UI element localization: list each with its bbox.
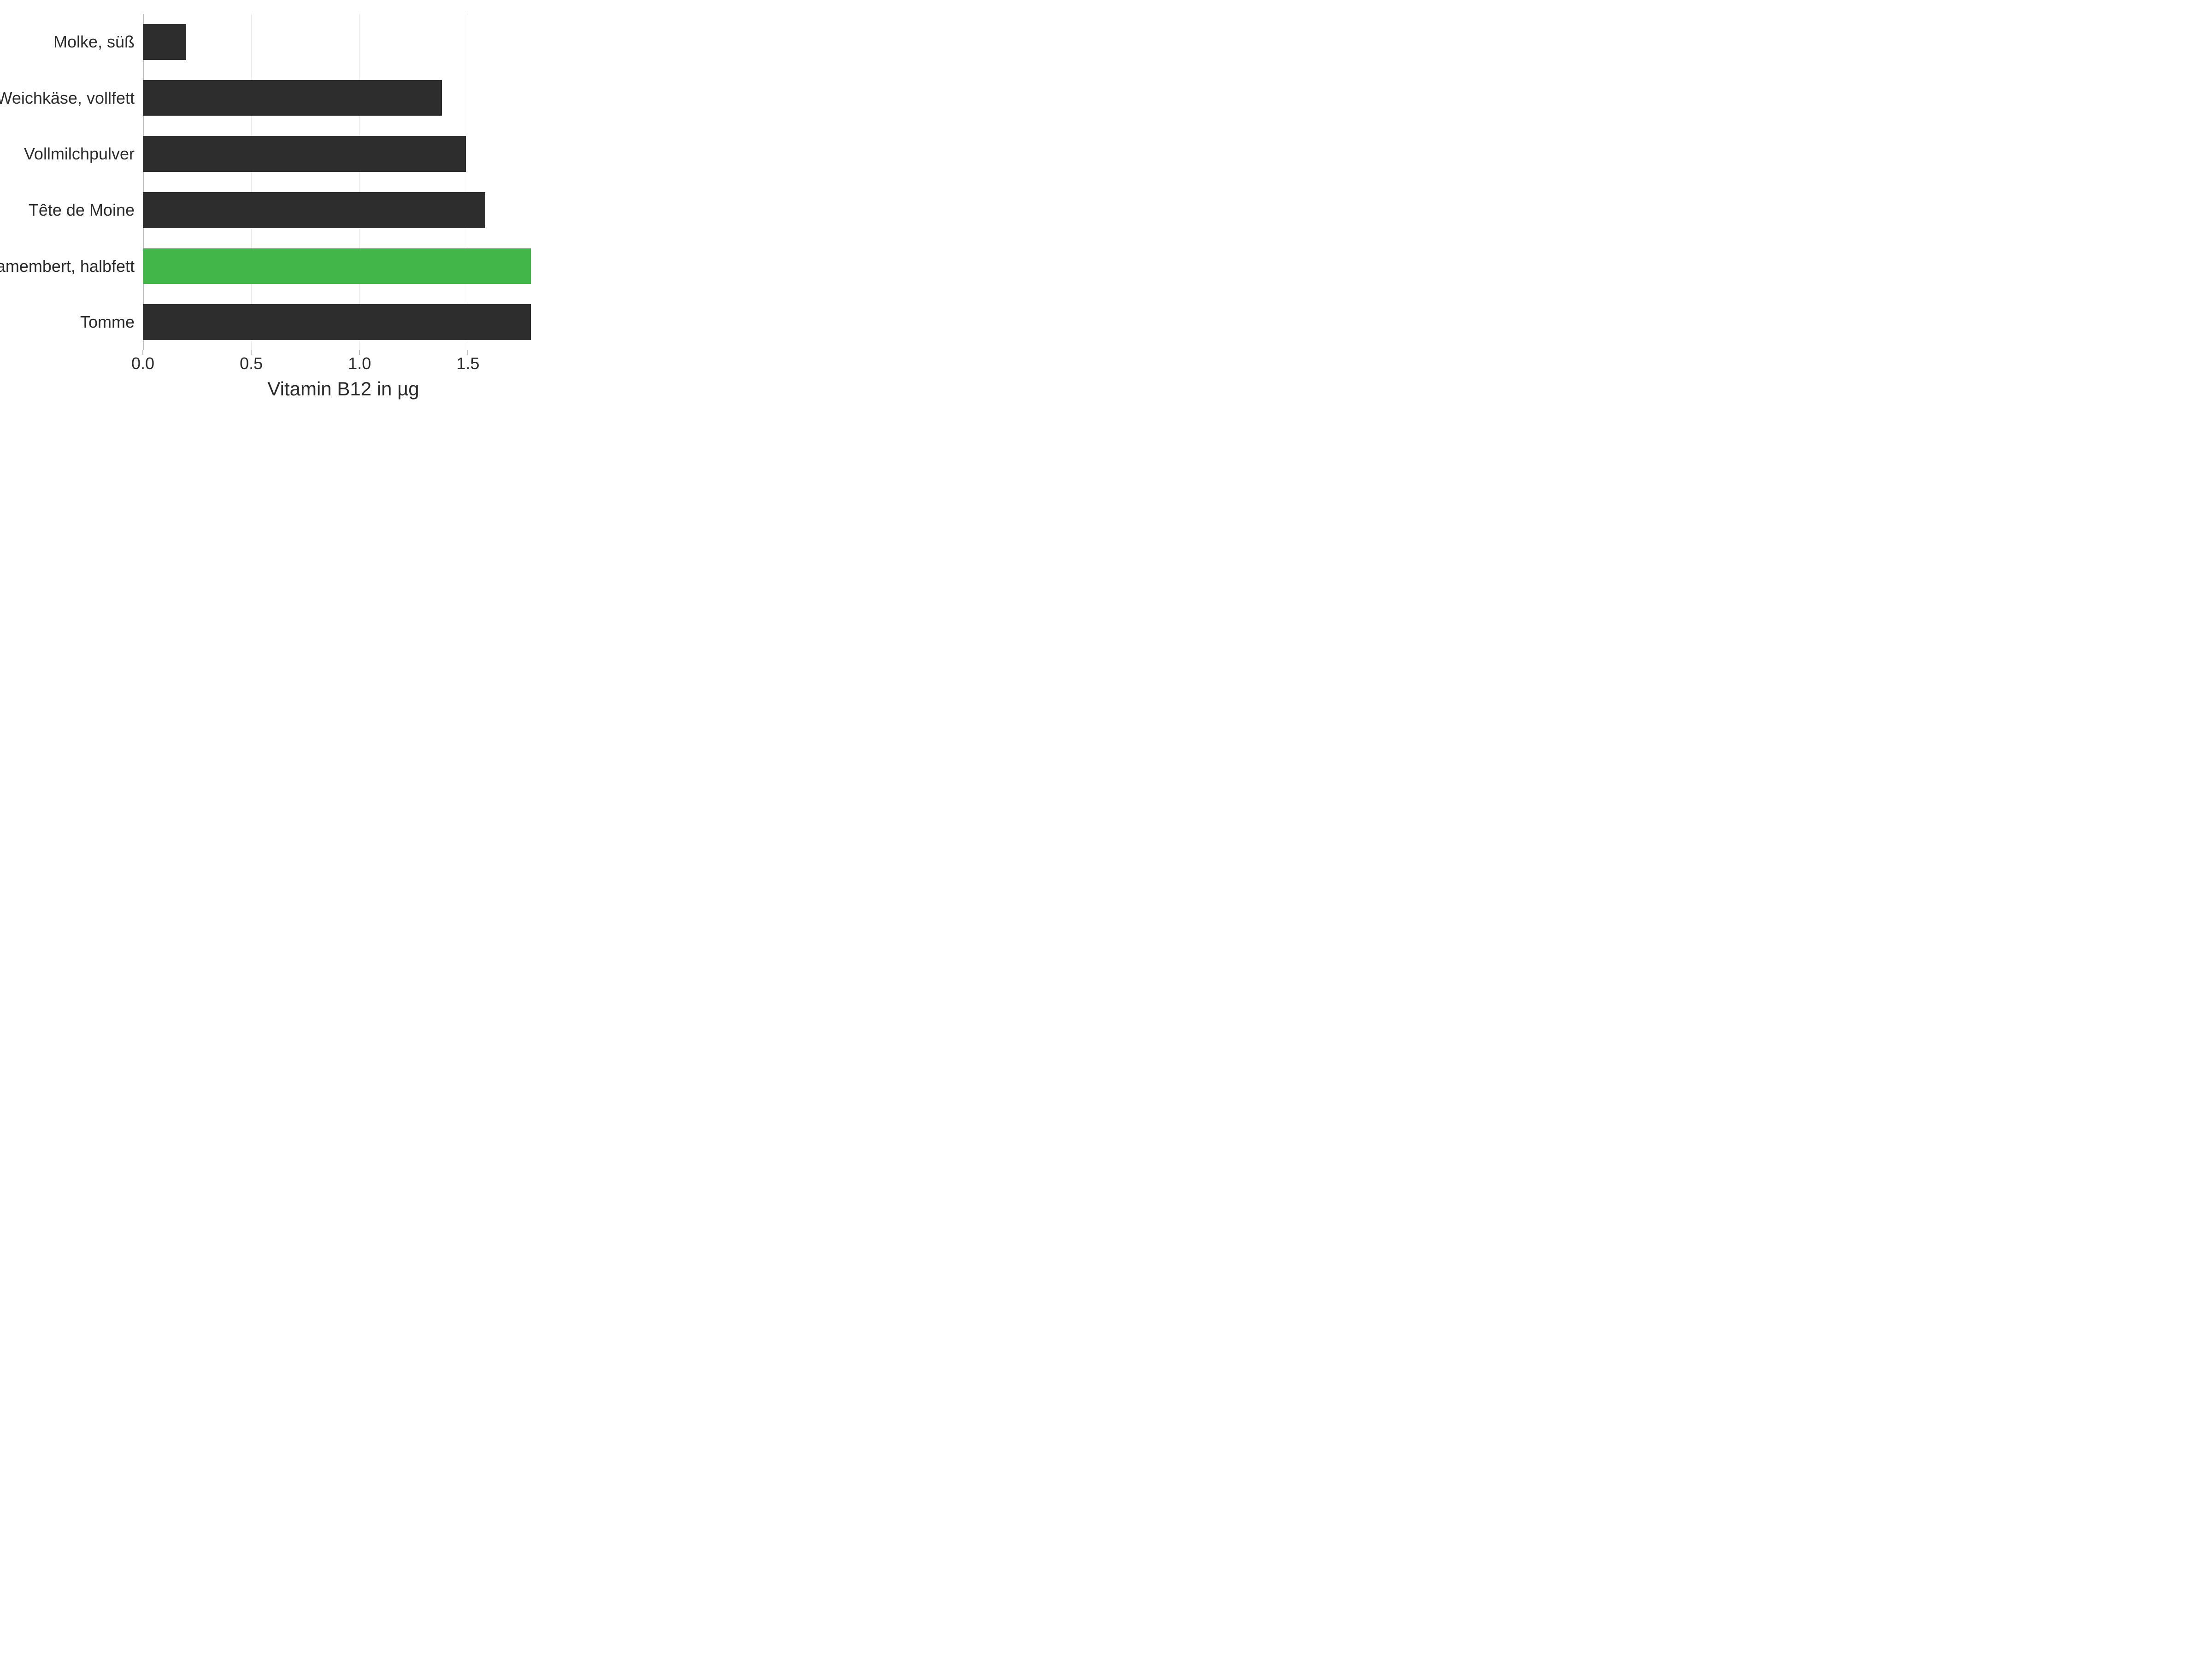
bar <box>143 136 466 172</box>
x-tick-label: 1.5 <box>456 354 479 373</box>
bar <box>143 24 186 60</box>
y-category-label: Vollmilchpulver <box>24 144 135 164</box>
bar <box>143 248 531 284</box>
bar-row <box>143 248 544 284</box>
x-axis-label: Vitamin B12 in µg <box>143 378 544 400</box>
x-tick-label: 0.0 <box>131 354 154 373</box>
gridline <box>359 14 360 350</box>
x-tick-label: 0.5 <box>240 354 263 373</box>
bar-row <box>143 136 544 172</box>
bar <box>143 80 442 116</box>
y-category-label: Camembert, halbfett <box>0 257 135 276</box>
bar-row <box>143 24 544 60</box>
bar <box>143 192 485 228</box>
bar-row <box>143 80 544 116</box>
bar-row <box>143 192 544 228</box>
y-category-label: Tête de Moine <box>29 200 135 220</box>
bar <box>143 304 531 340</box>
y-axis-line <box>143 14 144 350</box>
y-category-label: Tomme <box>80 312 135 332</box>
x-tick-label: 1.0 <box>348 354 371 373</box>
bar-row <box>143 304 544 340</box>
bar-chart: Vitamin B12 in µg 0.0 0.5 1.0 1.5 Molke, süß… <box>0 0 553 415</box>
y-category-label: Molke, süß <box>53 32 135 52</box>
gridline <box>251 14 252 350</box>
plot-area <box>143 14 544 350</box>
y-category-label: Weichkäse, vollfett <box>0 88 135 108</box>
